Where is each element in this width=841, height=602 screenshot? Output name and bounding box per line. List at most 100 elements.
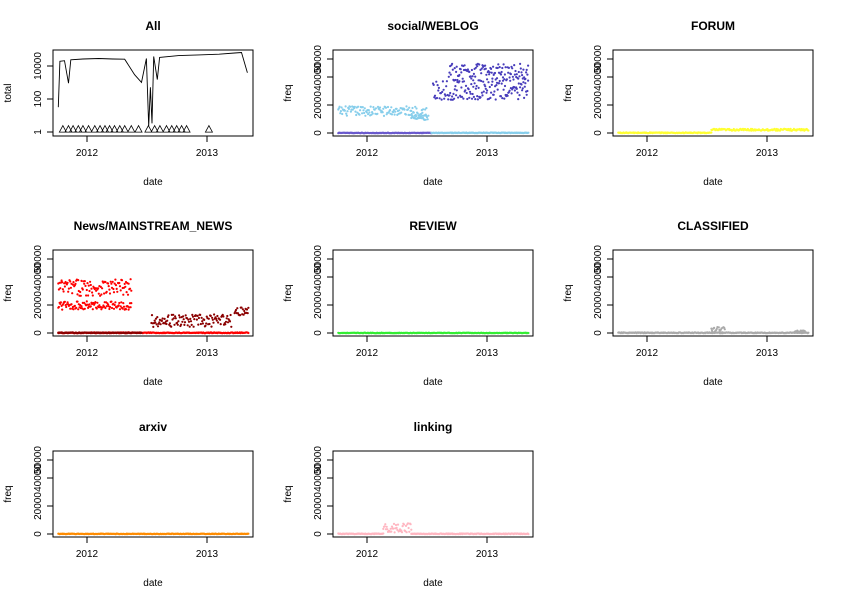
- data-point: [122, 305, 126, 308]
- data-point: [61, 288, 64, 291]
- x-tick-label: 2013: [476, 148, 499, 159]
- data-point: [468, 70, 471, 73]
- y-tick-label: 0: [313, 330, 324, 336]
- data-point: [85, 288, 88, 292]
- data-point: [500, 82, 503, 85]
- data-point: [83, 307, 86, 310]
- data-point: [59, 301, 63, 304]
- data-point: [523, 96, 526, 99]
- data-point: [204, 324, 207, 327]
- data-point: [172, 317, 175, 320]
- plot-frame: [332, 450, 534, 538]
- data-point: [154, 317, 158, 320]
- data-point: [87, 294, 90, 297]
- data-point: [476, 98, 479, 101]
- data-point: [486, 78, 489, 81]
- data-point: [453, 67, 456, 70]
- data-point: [394, 110, 397, 113]
- data-point: [345, 114, 348, 117]
- data-point: [347, 107, 350, 110]
- data-point: [451, 62, 454, 65]
- data-point: [717, 331, 720, 334]
- data-point: [174, 315, 177, 318]
- data-point: [392, 522, 396, 526]
- data-point: [527, 533, 530, 536]
- chart-title: linking: [414, 420, 453, 434]
- data-point: [77, 279, 80, 282]
- y-axis-label: freq: [563, 284, 574, 301]
- data-point: [236, 307, 239, 310]
- data-point: [240, 306, 243, 309]
- data-point: [447, 98, 450, 101]
- y-tick-label: 0: [313, 130, 324, 136]
- data-point: [803, 330, 806, 333]
- data-point: [458, 80, 461, 83]
- data-point: [470, 68, 473, 72]
- data-point: [242, 313, 245, 316]
- data-point: [216, 314, 219, 318]
- data-point: [463, 64, 466, 67]
- data-point: [57, 288, 61, 291]
- data-point: [180, 323, 183, 326]
- data-point: [367, 109, 370, 112]
- data-point: [462, 80, 466, 83]
- data-point: [440, 98, 443, 101]
- data-point: [448, 71, 451, 74]
- data-point: [460, 71, 463, 74]
- data-point: [109, 280, 112, 283]
- data-point: [365, 111, 368, 114]
- x-tick-label: 2012: [76, 549, 99, 560]
- data-point: [90, 287, 93, 290]
- data-series: [337, 131, 433, 135]
- data-point: [789, 127, 792, 130]
- data-point: [513, 73, 517, 76]
- data-point: [140, 331, 143, 334]
- data-point: [376, 112, 379, 115]
- y-tick-label: 0: [33, 531, 44, 537]
- data-point: [472, 72, 475, 75]
- data-point: [491, 80, 494, 83]
- data-point: [60, 279, 63, 282]
- data-point: [441, 80, 444, 83]
- data-point: [715, 327, 718, 330]
- data-point: [515, 73, 518, 76]
- data-series: [57, 300, 133, 311]
- data-point: [516, 91, 519, 94]
- data-point: [168, 322, 171, 325]
- data-point: [525, 68, 528, 71]
- data-point: [462, 97, 465, 100]
- data-point: [471, 75, 474, 78]
- data-series: [382, 522, 413, 534]
- panel-all: All date total 2012 2013 1 100 10000: [3, 19, 254, 188]
- data-point: [71, 292, 74, 295]
- data-point: [490, 67, 493, 70]
- data-point: [186, 324, 189, 327]
- data-series: [430, 131, 530, 135]
- data-point: [110, 124, 119, 133]
- data-point: [414, 105, 417, 108]
- data-point: [83, 301, 86, 304]
- data-point: [488, 85, 491, 89]
- data-point: [458, 73, 461, 77]
- data-point: [113, 282, 116, 285]
- data-point: [340, 106, 343, 109]
- y-tick-label: 0: [313, 531, 324, 537]
- data-point: [192, 325, 195, 328]
- data-point: [91, 308, 94, 311]
- data-point: [474, 75, 477, 78]
- data-point: [339, 110, 342, 113]
- data-point: [486, 89, 489, 92]
- data-point: [807, 331, 810, 334]
- data-point: [71, 283, 74, 286]
- data-point: [490, 91, 493, 94]
- data-point: [410, 528, 413, 531]
- data-series: [57, 532, 250, 536]
- data-point: [129, 306, 132, 309]
- data-point: [507, 71, 510, 74]
- data-point: [230, 325, 233, 328]
- data-point: [217, 321, 220, 324]
- chart-title: CLASSIFIED: [677, 219, 749, 233]
- data-point: [344, 105, 347, 108]
- data-point: [150, 314, 154, 317]
